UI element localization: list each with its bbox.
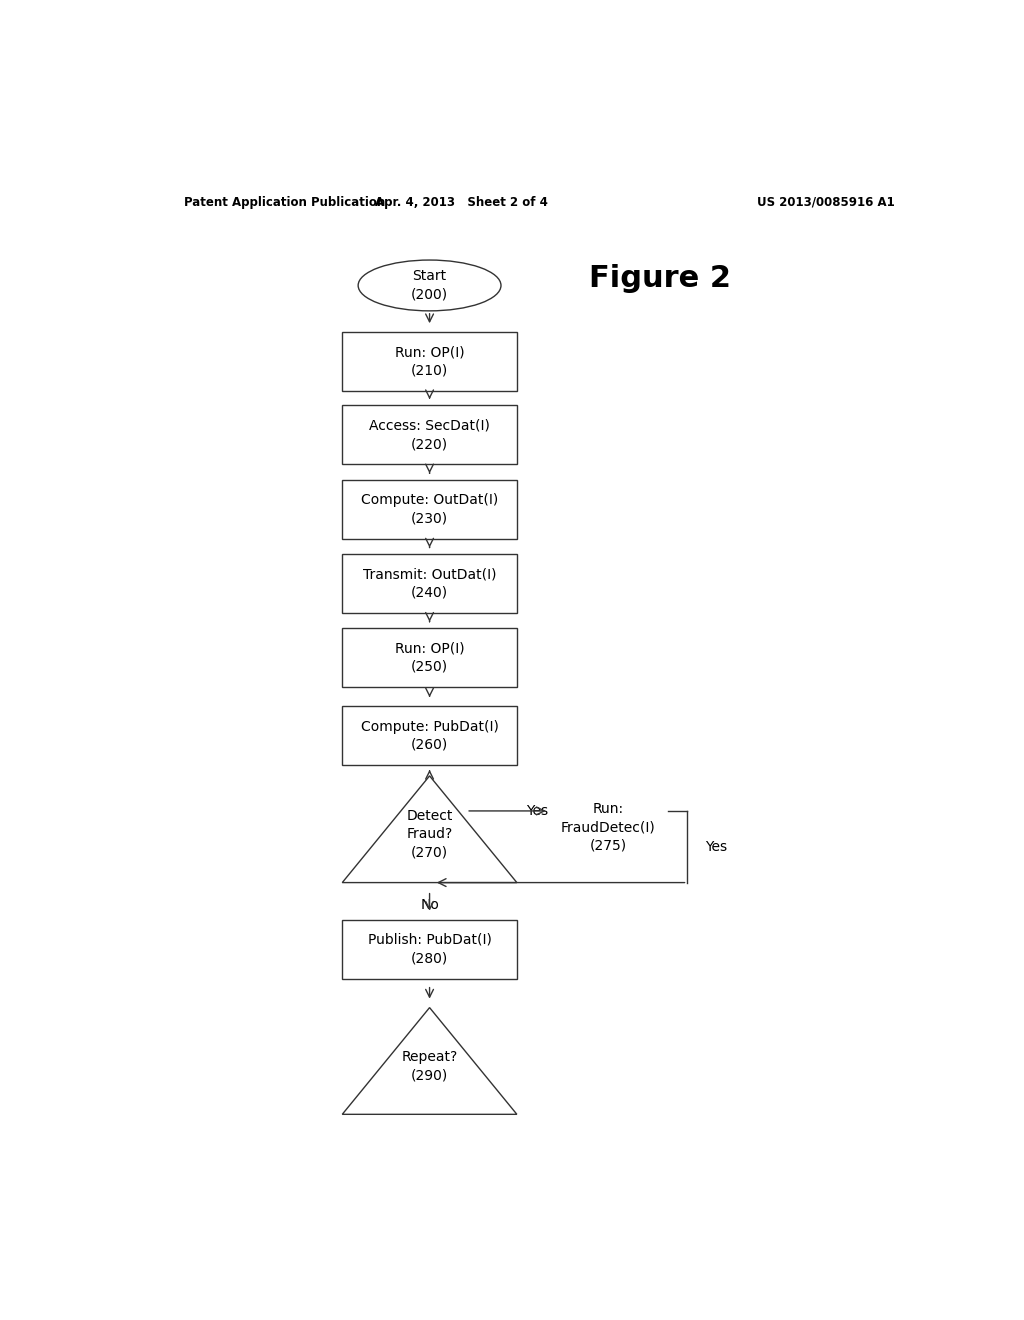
Text: Publish: PubDat(I)
(280): Publish: PubDat(I) (280) — [368, 933, 492, 965]
Polygon shape — [342, 1007, 517, 1114]
Text: Detect
Fraud?
(270): Detect Fraud? (270) — [407, 809, 453, 859]
Bar — [342, 554, 517, 612]
Text: Run:
FraudDetec(I)
(275): Run: FraudDetec(I) (275) — [561, 801, 655, 853]
Text: Yes: Yes — [525, 804, 548, 818]
Text: Access: SecDat(I)
(220): Access: SecDat(I) (220) — [369, 418, 490, 451]
Text: Run: OP(I)
(250): Run: OP(I) (250) — [395, 642, 464, 673]
Text: Yes: Yes — [705, 840, 727, 854]
Text: Figure 2: Figure 2 — [589, 264, 731, 293]
Text: Transmit: OutDat(I)
(240): Transmit: OutDat(I) (240) — [362, 568, 497, 599]
Text: Patent Application Publication: Patent Application Publication — [183, 195, 385, 209]
Text: Apr. 4, 2013   Sheet 2 of 4: Apr. 4, 2013 Sheet 2 of 4 — [375, 195, 548, 209]
Polygon shape — [342, 776, 517, 883]
Text: Compute: OutDat(I)
(230): Compute: OutDat(I) (230) — [360, 492, 499, 525]
Bar — [342, 333, 517, 391]
Text: No: No — [420, 898, 439, 912]
Bar — [342, 920, 517, 978]
Text: Run: OP(I)
(210): Run: OP(I) (210) — [395, 346, 464, 378]
Text: US 2013/0085916 A1: US 2013/0085916 A1 — [758, 195, 895, 209]
Text: Repeat?
(290): Repeat? (290) — [401, 1049, 458, 1082]
Bar — [342, 405, 517, 465]
Bar — [342, 479, 517, 539]
Bar — [342, 628, 517, 686]
Text: Compute: PubDat(I)
(260): Compute: PubDat(I) (260) — [360, 719, 499, 752]
Bar — [342, 706, 517, 766]
Ellipse shape — [358, 260, 501, 312]
Text: Start
(200): Start (200) — [411, 269, 449, 302]
